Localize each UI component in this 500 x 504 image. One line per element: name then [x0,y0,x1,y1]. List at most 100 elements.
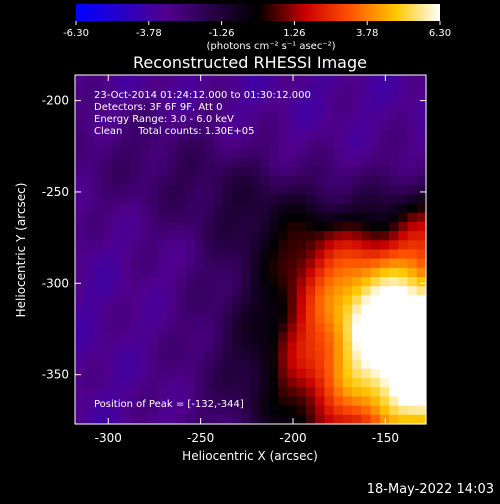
heatmap-cell [398,378,409,388]
heatmap-cell [139,258,150,269]
heatmap-cell [121,313,132,324]
heatmap-cell [213,203,224,214]
heatmap-cell [389,231,399,241]
heatmap-cell [222,84,233,94]
heatmap-cell [342,157,353,168]
heatmap-cell [176,368,187,379]
heatmap-cell [389,148,399,159]
heatmap-cell [342,84,353,94]
heatmap-cell [75,332,85,342]
heatmap-cell [352,359,362,370]
heatmap-cell [287,313,298,324]
heatmap-cell [296,258,307,269]
heatmap-cell [416,75,427,85]
heatmap-cell [268,231,279,241]
heatmap-cell [398,93,409,104]
heatmap-cell [315,313,325,324]
heatmap-cell [139,277,150,287]
heatmap-cell [213,249,224,260]
heatmap-cell [361,231,372,241]
heatmap-cell [389,240,399,251]
heatmap-cell [111,148,122,159]
heatmap-cell [352,185,362,195]
heatmap-cell [268,368,279,379]
heatmap-cell [315,111,325,122]
heatmap-cell [259,194,270,205]
heatmap-cell [167,231,178,241]
heatmap-cell [241,378,252,388]
heatmap-cell [185,396,196,407]
heatmap-cell [268,359,279,370]
heatmap-cell [315,258,325,269]
heatmap-cell [222,212,233,223]
heatmap-cell [195,295,205,306]
heatmap-cell [75,166,85,177]
heatmap-cell [158,185,168,195]
heatmap-cell [232,166,242,177]
heatmap-cell [315,396,325,407]
heatmap-cell [324,414,335,425]
heatmap-cell [342,295,353,306]
heatmap-cell [93,221,104,232]
heatmap-cell [75,111,85,122]
heatmap-cell [176,102,187,113]
heatmap-cell [241,387,252,398]
heatmap-cell [398,157,409,168]
heatmap-cell [195,387,205,398]
heatmap-cell [185,185,196,195]
heatmap-cell [75,176,85,186]
heatmap-cell [232,322,242,333]
heatmap-cell [222,332,233,342]
heatmap-cell [324,341,335,352]
heatmap-cell [370,203,381,214]
heatmap-cell [204,322,215,333]
heatmap-cell [121,249,132,260]
heatmap-cell [148,350,159,361]
heatmap-cell [278,176,289,186]
heatmap-cell [93,166,104,177]
heatmap-cell [287,359,298,370]
heatmap-cell [213,387,224,398]
heatmap-cell [379,130,390,140]
heatmap-cell [176,157,187,168]
heatmap-cell [213,102,224,113]
heatmap-cell [241,111,252,122]
heatmap-cell [342,176,353,186]
heatmap-cell [84,221,95,232]
heatmap-cell [305,148,316,159]
heatmap-cell [185,130,196,140]
heatmap-cell [361,405,372,416]
heatmap-cell [379,157,390,168]
heatmap-cell [352,176,362,186]
heatmap-cell [111,166,122,177]
heatmap-cell [333,111,344,122]
heatmap-cell [222,75,233,85]
heatmap-cell [379,405,390,416]
heatmap-cell [305,414,316,425]
heatmap-cell [407,194,418,205]
heatmap-cell [84,231,95,241]
heatmap-cell [139,176,150,186]
heatmap-cell [259,359,270,370]
heatmap-cell [352,405,362,416]
heatmap-cell [352,322,362,333]
heatmap-cell [333,304,344,315]
heatmap-cell [130,194,141,205]
heatmap-cell [130,212,141,223]
heatmap-cell [75,240,85,251]
heatmap-cell [232,249,242,260]
heatmap-cell [361,286,372,297]
heatmap-cell [407,332,418,342]
heatmap-cell [111,194,122,205]
colorbar-tick-label: -1.26 [209,28,235,39]
heatmap-cell [389,75,399,85]
heatmap-cell [268,148,279,159]
heatmap-cell [268,75,279,85]
heatmap-cell [241,84,252,94]
heatmap-cell [352,313,362,324]
heatmap-cell [305,258,316,269]
heatmap-cell [259,286,270,297]
heatmap-cell [121,304,132,315]
heatmap-cell [148,221,159,232]
heatmap-cell [111,130,122,140]
